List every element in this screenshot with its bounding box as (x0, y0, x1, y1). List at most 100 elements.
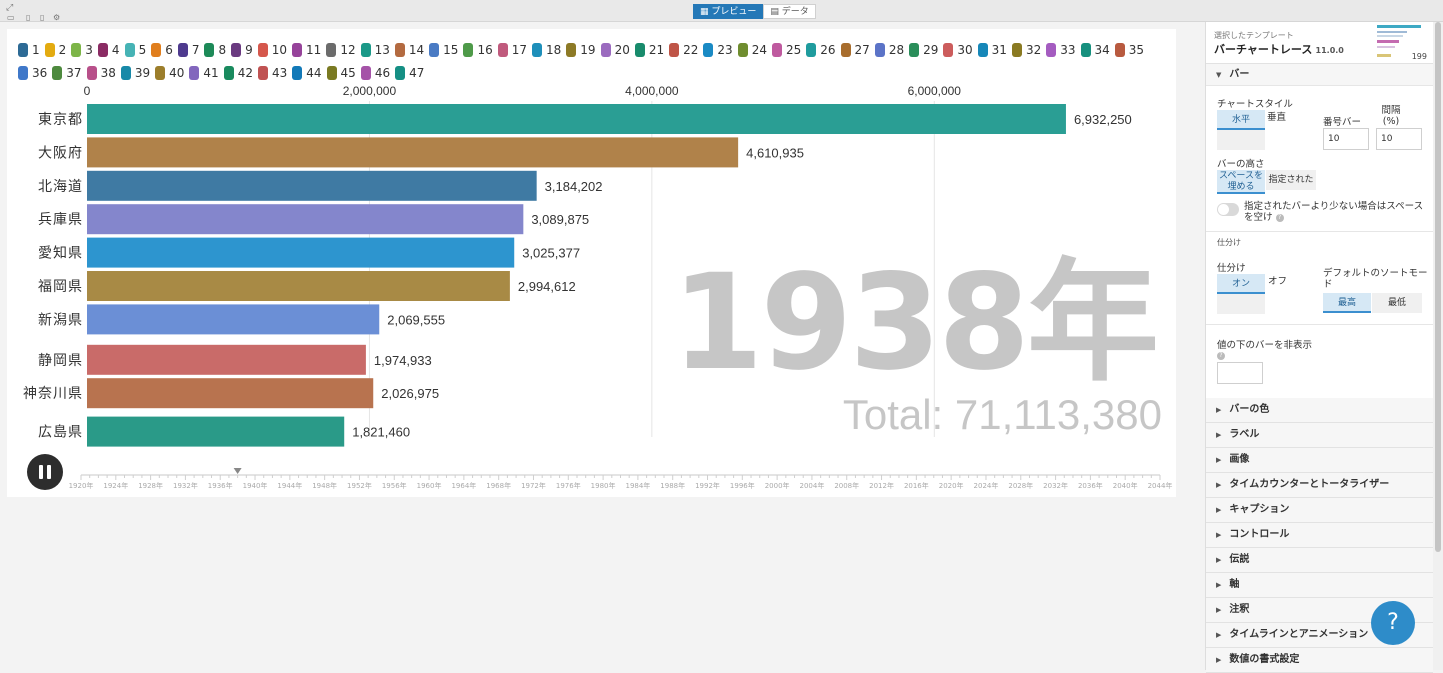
legend-label: 37 (66, 66, 82, 80)
section-bars[interactable]: ▼ バー (1206, 64, 1433, 86)
legend-item[interactable]: 37 (52, 63, 82, 83)
legend-item[interactable]: 6 (151, 40, 173, 60)
timeline-marker[interactable] (233, 468, 242, 474)
legend-swatch (120, 66, 131, 80)
specified-height-button[interactable]: 指定された (1266, 170, 1316, 190)
fewer-bars-toggle[interactable] (1217, 203, 1239, 216)
help-button[interactable]: ? (1371, 601, 1415, 645)
template-header[interactable]: 選択したテンプレート バーチャートレース 11.0.0 199 (1206, 22, 1433, 64)
legend-item[interactable]: 32 (1011, 40, 1041, 60)
legend-label: 16 (477, 43, 493, 57)
legend-item[interactable]: 41 (189, 63, 219, 83)
fullscreen-icon[interactable]: ⤢ (6, 3, 14, 13)
legend-item[interactable]: 43 (257, 63, 287, 83)
caret-right-icon: ▶ (1216, 606, 1222, 614)
tablet-icon[interactable]: ▯ (26, 13, 31, 22)
section-header[interactable]: ▶ タイムカウンターとトータライザー (1206, 473, 1433, 498)
legend-item[interactable]: 36 (18, 63, 47, 83)
bar-value-label: 1,821,460 (352, 425, 410, 440)
legend-item[interactable]: 23 (703, 40, 733, 60)
panel-scrollbar[interactable] (1433, 22, 1443, 670)
legend-item[interactable]: 25 (771, 40, 801, 60)
fill-space-button[interactable]: スペースを埋める (1217, 170, 1265, 194)
tab-preview[interactable]: ▦ プレビュー (693, 4, 764, 19)
legend-item[interactable]: 33 (1046, 40, 1076, 60)
style-vertical-button[interactable]: 垂直 (1267, 112, 1287, 123)
legend-item[interactable]: 28 (874, 40, 904, 60)
bar-chart: 0 2,000,000 4,000,000 6,000,000 東京都 6,932,250… (23, 84, 1172, 490)
gap-input[interactable]: 10 (1376, 128, 1422, 150)
legend-item[interactable]: 5 (124, 40, 146, 60)
legend-swatch (600, 43, 611, 57)
legend-item[interactable]: 22 (669, 40, 698, 60)
pause-button[interactable] (27, 454, 63, 490)
legend-item[interactable]: 21 (634, 40, 665, 60)
legend-item[interactable]: 18 (532, 40, 561, 60)
legend-label: 4 (111, 43, 120, 57)
timeline-tick-label: 2016年 (904, 481, 929, 490)
legend-item[interactable]: 20 (600, 40, 630, 60)
legend-item[interactable]: 12 (326, 40, 356, 60)
desktop-icon[interactable]: ▭ (7, 13, 15, 22)
legend-label: 21 (648, 43, 665, 57)
mobile-icon[interactable]: ▯ (40, 13, 45, 22)
legend-item[interactable]: 46 (360, 63, 390, 83)
section-header[interactable]: ▶ キャプション (1206, 498, 1433, 523)
legend-item[interactable]: 38 (86, 63, 116, 83)
legend-item[interactable]: 16 (463, 40, 493, 60)
section-header[interactable]: ▶ コントロール (1206, 523, 1433, 548)
legend-item[interactable]: 42 (223, 63, 253, 83)
legend-item[interactable]: 14 (394, 40, 424, 60)
legend-item[interactable]: 34 (1080, 40, 1110, 60)
section-header[interactable]: ▶ 伝説 (1206, 548, 1433, 573)
help-icon[interactable]: ? (1217, 351, 1225, 360)
legend-item[interactable]: 45 (326, 63, 356, 83)
legend-item[interactable]: 10 (257, 40, 287, 60)
legend-item[interactable]: 26 (806, 40, 836, 60)
legend-item[interactable]: 4 (97, 40, 120, 60)
legend-item[interactable]: 24 (737, 40, 767, 60)
tab-data[interactable]: ▤ データ (763, 4, 816, 19)
legend-item[interactable]: 40 (155, 63, 184, 83)
legend-item[interactable]: 29 (909, 40, 938, 60)
help-icon[interactable]: ? (1275, 213, 1284, 222)
legend-item[interactable]: 1 (18, 40, 40, 60)
bar (87, 304, 380, 335)
timeline-tick-label: 1936年 (208, 481, 233, 490)
legend-item[interactable]: 3 (71, 40, 93, 60)
bar-count-input[interactable]: 10 (1323, 128, 1369, 150)
legend-item[interactable]: 11 (292, 40, 321, 60)
bar-height-label: バーの高さ (1217, 159, 1265, 170)
sort-on-button[interactable]: オン (1217, 274, 1265, 294)
gear-icon[interactable]: ⚙ (53, 13, 61, 22)
legend-item[interactable]: 35 (1114, 40, 1144, 60)
legend-item[interactable]: 39 (120, 63, 150, 83)
style-horizontal-button[interactable]: 水平 (1217, 110, 1265, 130)
section-header[interactable]: ▶ ラベル (1206, 423, 1433, 448)
legend-item[interactable]: 2 (44, 40, 66, 60)
legend-item[interactable]: 7 (177, 40, 199, 60)
section-label: バーの色 (1229, 404, 1270, 415)
section-header[interactable]: ▶ 画像 (1206, 448, 1433, 473)
section-header[interactable]: ▶ 数値の書式設定 (1206, 648, 1433, 673)
scrollbar-thumb[interactable] (1435, 22, 1441, 552)
legend-item[interactable]: 13 (360, 40, 390, 60)
legend-label: 45 (340, 66, 356, 80)
sort-off-button[interactable]: オフ (1268, 276, 1288, 287)
legend-item[interactable]: 9 (231, 40, 253, 60)
legend-item[interactable]: 31 (977, 40, 1007, 60)
sort-bottom-button[interactable]: 最低 (1372, 293, 1422, 313)
legend-item[interactable]: 15 (429, 40, 458, 60)
legend-item[interactable]: 47 (395, 63, 424, 83)
section-header[interactable]: ▶ バーの色 (1206, 398, 1433, 423)
legend-item[interactable]: 27 (840, 40, 870, 60)
legend-item[interactable]: 17 (497, 40, 527, 60)
legend-item[interactable]: 19 (566, 40, 596, 60)
legend-item[interactable]: 30 (943, 40, 973, 60)
legend-swatch (204, 43, 215, 57)
legend-item[interactable]: 8 (204, 40, 226, 60)
sort-top-button[interactable]: 最高 (1323, 293, 1371, 313)
section-header[interactable]: ▶ 軸 (1206, 573, 1433, 598)
hide-below-input[interactable] (1217, 362, 1263, 384)
legend-item[interactable]: 44 (292, 63, 322, 83)
